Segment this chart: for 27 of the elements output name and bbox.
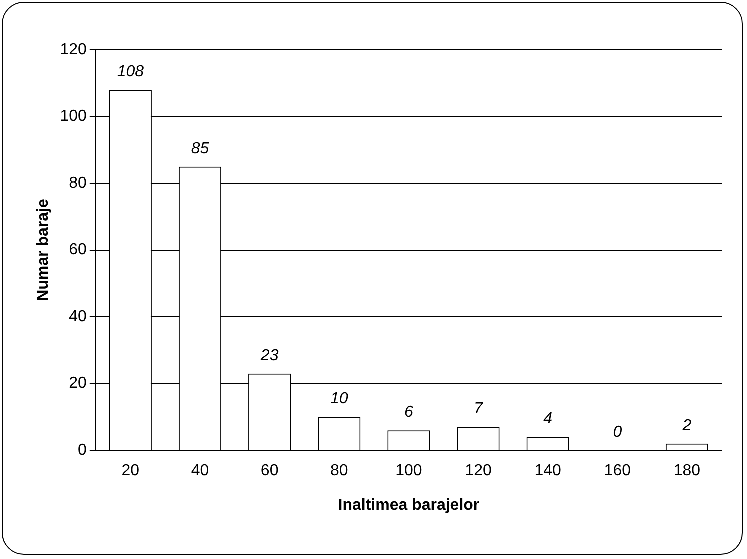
data-label: 7 (474, 400, 484, 418)
x-axis-title: Inaltimea barajelor (338, 496, 480, 514)
y-axis-title: Numar baraje (35, 199, 52, 302)
x-tick-label: 140 (534, 462, 562, 480)
data-label: 23 (260, 347, 279, 364)
x-tick-label: 100 (396, 462, 422, 480)
y-tick-label: 60 (69, 242, 87, 259)
data-label: 10 (330, 390, 348, 408)
x-tick-label: 180 (674, 462, 701, 480)
y-tick-label: 20 (69, 375, 87, 392)
y-tick-label: 0 (78, 442, 87, 460)
y-tick-label: 100 (60, 108, 87, 126)
y-tick-label: 40 (69, 308, 87, 326)
data-label: 2 (682, 417, 692, 434)
x-tick-label: 20 (122, 462, 140, 480)
data-label: 6 (404, 404, 414, 422)
x-tick-label: 40 (191, 462, 210, 480)
x-tick-label: 160 (604, 462, 632, 480)
y-tick-label: 120 (60, 41, 87, 58)
data-label: 4 (544, 410, 553, 428)
data-label: 85 (191, 140, 210, 158)
y-tick-label: 80 (69, 174, 87, 192)
x-tick-label: 80 (330, 462, 348, 480)
x-tick-label: 60 (260, 462, 279, 480)
data-label: 0 (613, 424, 622, 442)
x-tick-label: 120 (465, 462, 492, 480)
data-label: 108 (117, 64, 144, 81)
